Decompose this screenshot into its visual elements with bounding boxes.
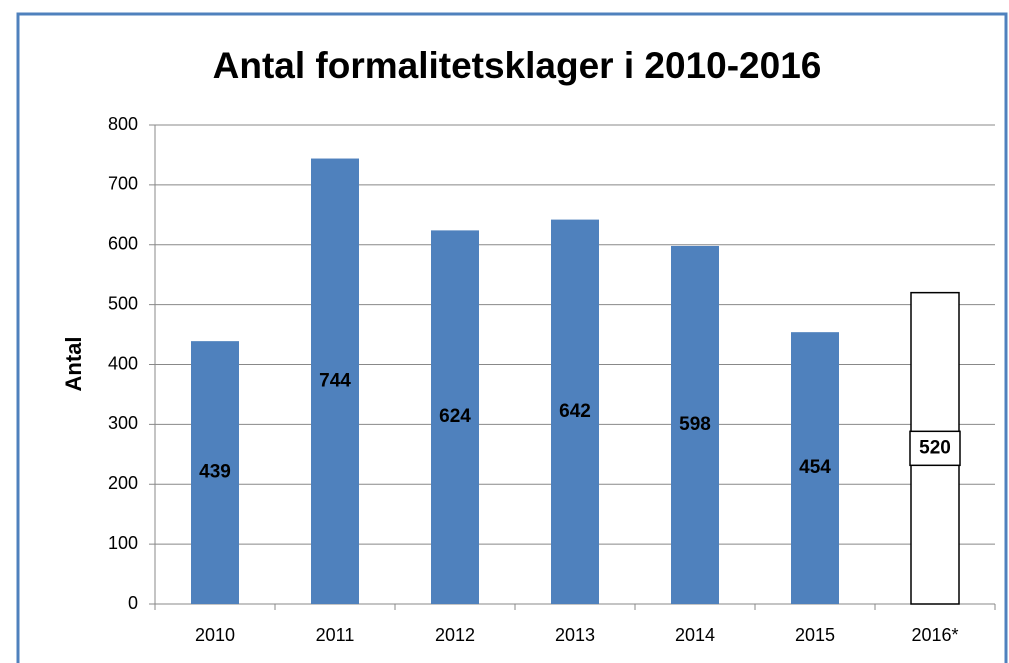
value-label: 744 (319, 370, 351, 391)
bar (791, 332, 839, 604)
y-axis-label: Antal (61, 337, 86, 392)
x-tick-label: 2014 (675, 625, 715, 645)
bar (431, 230, 479, 604)
value-label-box (909, 430, 961, 467)
chart-title: Antal formalitetsklager i 2010-2016 (213, 45, 822, 86)
y-tick-label: 200 (108, 473, 138, 493)
bar (551, 219, 599, 605)
value-label: 520 (919, 437, 951, 458)
y-tick-label: 0 (128, 593, 138, 613)
value-label: 642 (559, 401, 591, 422)
x-tick-label: 2012 (435, 625, 475, 645)
bar (191, 341, 239, 604)
frame (16, 12, 1008, 663)
y-tick-label: 100 (108, 533, 138, 553)
y-tick-label: 300 (108, 413, 138, 433)
y-tick-label: 700 (108, 174, 138, 194)
y-tick-label: 400 (108, 353, 138, 373)
bar (311, 158, 359, 604)
value-label: 598 (679, 414, 711, 435)
x-tick-label: 2016* (911, 625, 958, 645)
x-tick-label: 2013 (555, 625, 595, 645)
x-tick-label: 2011 (316, 625, 355, 645)
value-label: 624 (439, 406, 471, 427)
y-tick-label: 800 (108, 114, 138, 134)
x-tick-label: 2010 (195, 625, 235, 645)
value-label: 454 (799, 457, 831, 478)
y-tick-label: 500 (108, 293, 138, 313)
value-label: 439 (199, 462, 231, 483)
x-tick-label: 2015 (795, 625, 835, 645)
y-tick-label: 600 (108, 234, 138, 254)
bar (671, 245, 719, 604)
